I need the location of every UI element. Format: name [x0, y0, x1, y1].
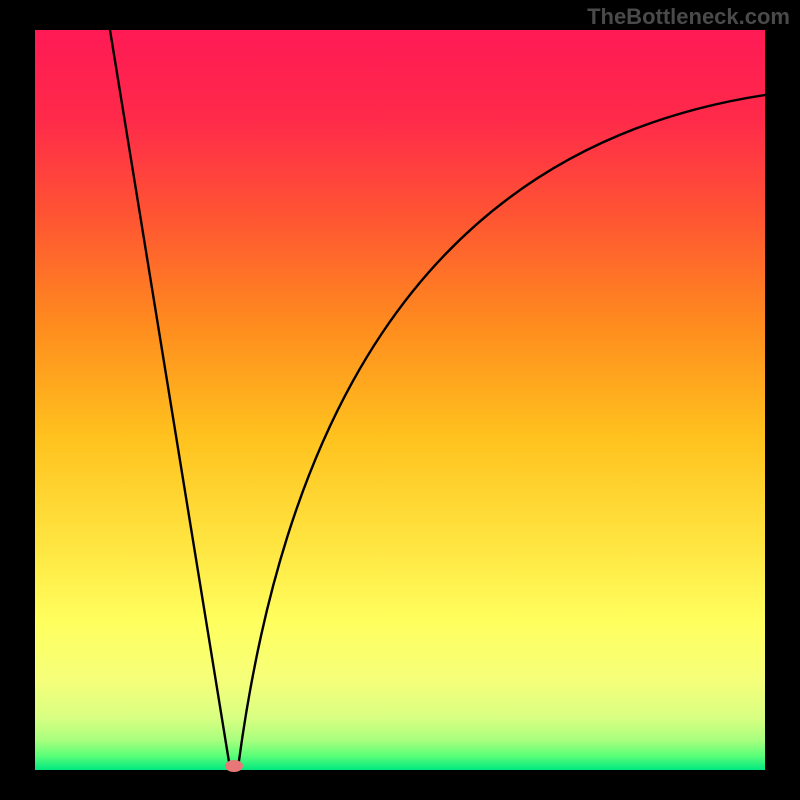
minimum-marker — [225, 760, 243, 772]
chart-container: TheBottleneck.com — [0, 0, 800, 800]
watermark-text: TheBottleneck.com — [587, 4, 790, 30]
plot-area — [35, 30, 765, 770]
bottleneck-curve — [35, 30, 765, 770]
curve-path — [110, 30, 765, 770]
